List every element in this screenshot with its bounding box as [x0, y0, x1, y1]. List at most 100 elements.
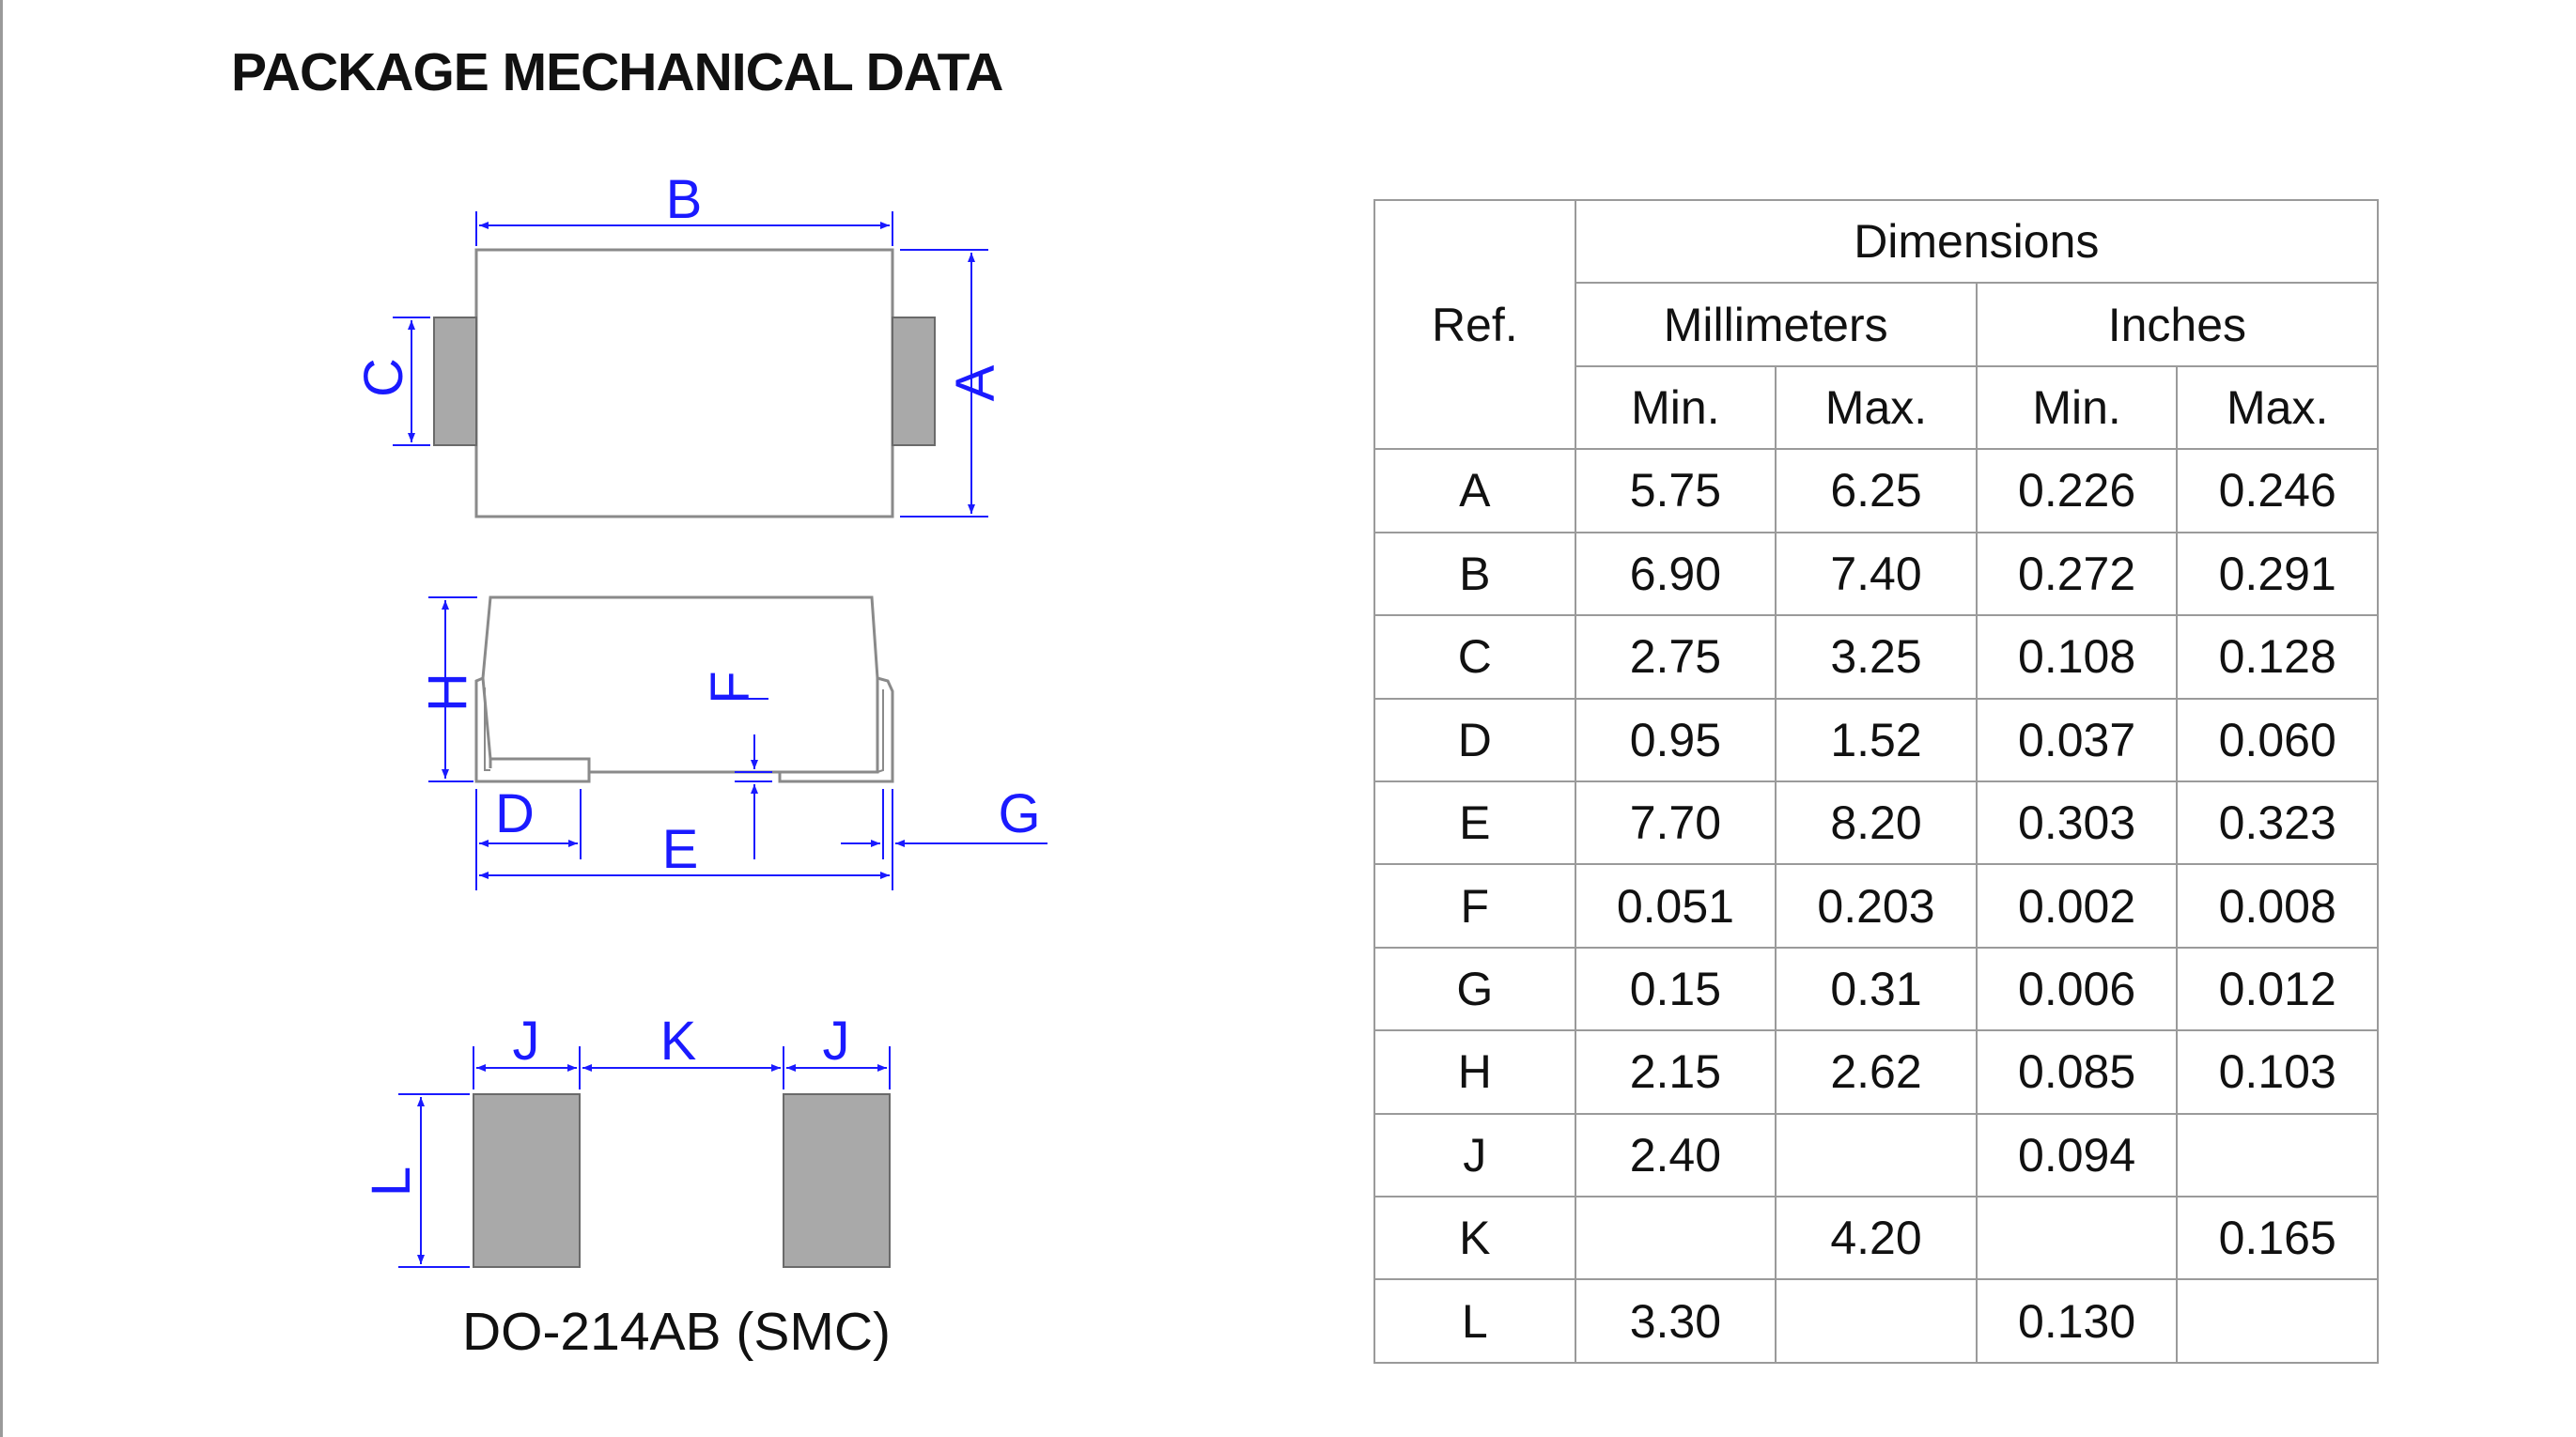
- mm-max-cell: 6.25: [1775, 448, 1978, 533]
- table-row: A 5.75 6.25 0.226 0.246: [1373, 448, 2379, 533]
- mm-min-cell: 0.051: [1574, 863, 1777, 949]
- ref-cell: G: [1373, 946, 1576, 1032]
- side-body-outline: [481, 595, 879, 774]
- label-l: L: [361, 1167, 422, 1197]
- page-title: PACKAGE MECHANICAL DATA: [231, 42, 1003, 102]
- ref-cell: D: [1373, 697, 1576, 782]
- in-min-cell: 0.002: [1975, 863, 2179, 949]
- table-row: E 7.70 8.20 0.303 0.323: [1373, 780, 2379, 866]
- right-pad: [783, 1093, 891, 1268]
- mm-max-cell: [1775, 1112, 1978, 1198]
- mm-max-cell: 0.203: [1775, 863, 1978, 949]
- mm-min-cell: 3.30: [1574, 1278, 1777, 1364]
- mm-max-cell: 7.40: [1775, 531, 1978, 617]
- in-min-cell: 0.303: [1975, 780, 2179, 866]
- ref-cell: K: [1373, 1196, 1576, 1281]
- in-max-header: Max.: [2176, 364, 2379, 451]
- mm-min-cell: 2.75: [1574, 614, 1777, 700]
- millimeters-header: Millimeters: [1574, 282, 1978, 367]
- table-row: H 2.15 2.62 0.085 0.103: [1373, 1029, 2379, 1115]
- table-row: J 2.40 0.094: [1373, 1112, 2379, 1198]
- label-d: D: [495, 783, 535, 844]
- mm-min-header: Min.: [1574, 364, 1777, 451]
- in-min-cell: 0.006: [1975, 946, 2179, 1032]
- table-row: K 4.20 0.165: [1373, 1196, 2379, 1281]
- mm-max-cell: [1775, 1278, 1978, 1364]
- in-max-cell: 0.291: [2176, 531, 2379, 617]
- ref-cell: C: [1373, 614, 1576, 700]
- label-j-right: J: [823, 1011, 850, 1072]
- in-min-cell: 0.108: [1975, 614, 2179, 700]
- table-row: L 3.30 0.130: [1373, 1278, 2379, 1364]
- footprint-view: J K J L: [361, 1011, 891, 1268]
- mm-max-header: Max.: [1775, 364, 1978, 451]
- mm-max-cell: 1.52: [1775, 697, 1978, 782]
- package-drawing: B A C H F D E: [353, 169, 1047, 1268]
- ref-cell: F: [1373, 863, 1576, 949]
- label-h: H: [417, 672, 478, 712]
- page-left-border: [0, 0, 3, 1437]
- in-min-cell: 0.094: [1975, 1112, 2179, 1198]
- label-f: F: [700, 671, 761, 703]
- label-g: G: [998, 783, 1040, 844]
- mm-min-cell: 6.90: [1574, 531, 1777, 617]
- mm-max-cell: 0.31: [1775, 946, 1978, 1032]
- mm-max-cell: 2.62: [1775, 1029, 1978, 1115]
- right-lead: [778, 676, 894, 783]
- ref-cell: L: [1373, 1278, 1576, 1364]
- mm-min-cell: 5.75: [1574, 448, 1777, 533]
- table-row: D 0.95 1.52 0.037 0.060: [1373, 697, 2379, 782]
- in-min-cell: 0.272: [1975, 531, 2179, 617]
- in-max-cell: 0.012: [2176, 946, 2379, 1032]
- left-terminal: [433, 317, 477, 446]
- body-outline: [474, 248, 894, 518]
- label-a: A: [945, 364, 1006, 401]
- inches-header: Inches: [1975, 282, 2380, 367]
- dimensions-header: Dimensions: [1574, 198, 2380, 285]
- mm-min-cell: 2.40: [1574, 1112, 1777, 1198]
- in-max-cell: 0.246: [2176, 448, 2379, 533]
- in-min-cell: 0.085: [1975, 1029, 2179, 1115]
- header-row-3: Min. Max. Min. Max.: [1374, 364, 2379, 451]
- table-row: G 0.15 0.31 0.006 0.012: [1373, 946, 2379, 1032]
- side-view: H F D E G: [417, 595, 1047, 890]
- in-min-header: Min.: [1975, 364, 2179, 451]
- ref-cell: E: [1373, 780, 1576, 866]
- ref-cell: J: [1373, 1112, 1576, 1198]
- ref-cell: H: [1373, 1029, 1576, 1115]
- in-max-cell: [2176, 1112, 2379, 1198]
- mm-min-cell: 0.95: [1574, 697, 1777, 782]
- mm-min-cell: 2.15: [1574, 1029, 1777, 1115]
- mm-max-cell: 8.20: [1775, 780, 1978, 866]
- mm-min-cell: 7.70: [1574, 780, 1777, 866]
- table-row: B 6.90 7.40 0.272 0.291: [1373, 531, 2379, 617]
- mm-min-cell: [1574, 1196, 1777, 1281]
- in-min-cell: 0.037: [1975, 697, 2179, 782]
- label-k: K: [660, 1011, 697, 1072]
- in-max-cell: [2176, 1278, 2379, 1364]
- in-min-cell: [1975, 1196, 2179, 1281]
- ref-cell: A: [1373, 448, 1576, 533]
- in-max-cell: 0.103: [2176, 1029, 2379, 1115]
- table-row: F 0.051 0.203 0.002 0.008: [1373, 863, 2379, 949]
- label-b: B: [666, 169, 703, 230]
- label-c: C: [353, 358, 414, 397]
- mm-max-cell: 4.20: [1775, 1196, 1978, 1281]
- ref-header: Ref.: [1373, 198, 1576, 451]
- label-e: E: [662, 819, 699, 880]
- in-max-cell: 0.323: [2176, 780, 2379, 866]
- header-row-1: Ref. Dimensions: [1373, 198, 2380, 451]
- top-view: B A C: [353, 169, 1006, 518]
- left-lead: [474, 676, 591, 783]
- in-min-cell: 0.130: [1975, 1278, 2179, 1364]
- mm-max-cell: 3.25: [1775, 614, 1978, 700]
- right-terminal: [892, 317, 936, 446]
- dimensions-table: Ref. Dimensions Millimeters Inches Min. …: [1373, 198, 2380, 1364]
- in-min-cell: 0.226: [1975, 448, 2179, 533]
- ref-cell: B: [1373, 531, 1576, 617]
- package-name: DO-214AB (SMC): [461, 1302, 892, 1362]
- in-max-cell: 0.165: [2176, 1196, 2379, 1281]
- mm-min-cell: 0.15: [1574, 946, 1777, 1032]
- in-max-cell: 0.008: [2176, 863, 2379, 949]
- label-j-left: J: [513, 1011, 540, 1072]
